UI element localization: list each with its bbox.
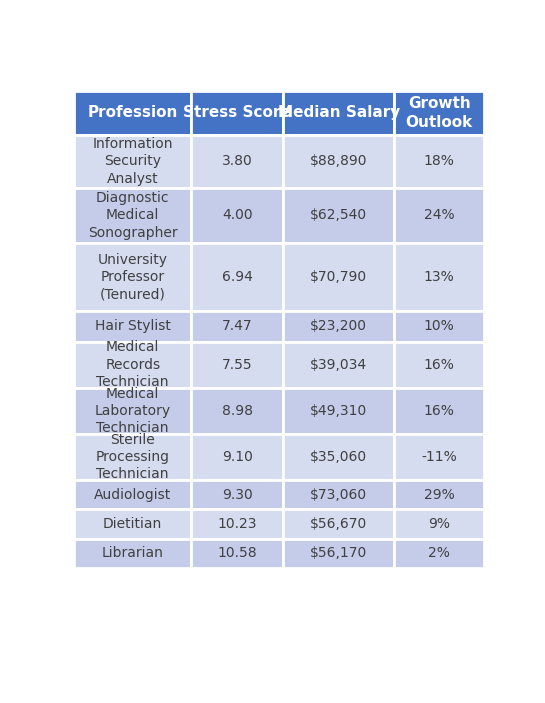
Text: Librarian: Librarian	[102, 546, 164, 560]
Bar	[74, 510, 191, 538]
Text: 3.80: 3.80	[222, 155, 253, 168]
Text: 24%: 24%	[424, 208, 455, 222]
Bar	[394, 188, 485, 243]
Text: Growth
Outlook: Growth Outlook	[405, 96, 473, 129]
Bar	[394, 388, 485, 434]
Text: Sterile
Processing
Technician: Sterile Processing Technician	[96, 433, 169, 482]
Bar	[283, 342, 394, 388]
Bar	[74, 311, 191, 342]
Bar	[74, 388, 191, 434]
Text: 18%: 18%	[424, 155, 455, 168]
Bar	[283, 388, 394, 434]
Bar	[283, 434, 394, 480]
Bar	[191, 243, 283, 311]
Text: University
Professor
(Tenured): University Professor (Tenured)	[98, 252, 168, 301]
Text: 13%: 13%	[424, 270, 455, 284]
Bar	[283, 91, 394, 135]
Bar	[283, 243, 394, 311]
Text: 10.23: 10.23	[217, 517, 257, 531]
Bar	[191, 135, 283, 188]
Bar	[283, 538, 394, 568]
Bar	[191, 342, 283, 388]
Text: 16%: 16%	[424, 358, 455, 372]
Bar	[191, 91, 283, 135]
Text: $70,790: $70,790	[310, 270, 367, 284]
Text: 16%: 16%	[424, 404, 455, 418]
Bar	[74, 480, 191, 510]
Text: 7.47: 7.47	[222, 319, 252, 333]
Bar	[283, 188, 394, 243]
Text: $49,310: $49,310	[310, 404, 367, 418]
Text: 4.00: 4.00	[222, 208, 252, 222]
Text: 9%: 9%	[428, 517, 450, 531]
Text: 7.55: 7.55	[222, 358, 252, 372]
Text: Median Salary: Median Salary	[277, 105, 400, 120]
Bar	[283, 480, 394, 510]
Bar	[191, 480, 283, 510]
Bar	[191, 434, 283, 480]
Text: $56,670: $56,670	[310, 517, 367, 531]
Text: 29%: 29%	[424, 488, 455, 502]
Text: 9.30: 9.30	[222, 488, 253, 502]
Text: $56,170: $56,170	[310, 546, 367, 560]
Bar	[283, 510, 394, 538]
Text: 10%: 10%	[424, 319, 455, 333]
Bar	[394, 243, 485, 311]
Bar	[394, 342, 485, 388]
Text: Diagnostic
Medical
Sonographer: Diagnostic Medical Sonographer	[88, 191, 178, 240]
Text: Medical
Laboratory
Technician: Medical Laboratory Technician	[95, 387, 171, 435]
Bar	[394, 538, 485, 568]
Text: Information
Security
Analyst: Information Security Analyst	[93, 137, 173, 186]
Bar	[74, 538, 191, 568]
Bar	[191, 510, 283, 538]
Text: $62,540: $62,540	[310, 208, 367, 222]
Text: 6.94: 6.94	[222, 270, 253, 284]
Bar	[283, 135, 394, 188]
Bar	[394, 480, 485, 510]
Bar	[74, 188, 191, 243]
Bar	[74, 135, 191, 188]
Bar	[191, 311, 283, 342]
Text: 8.98: 8.98	[222, 404, 253, 418]
Bar	[394, 311, 485, 342]
Text: 9.10: 9.10	[222, 450, 253, 464]
Text: $23,200: $23,200	[310, 319, 367, 333]
Bar	[74, 91, 191, 135]
Text: Audiologist: Audiologist	[94, 488, 171, 502]
Bar	[74, 342, 191, 388]
Bar	[74, 434, 191, 480]
Bar	[394, 91, 485, 135]
Text: $35,060: $35,060	[310, 450, 367, 464]
Bar	[191, 538, 283, 568]
Text: Stress Score: Stress Score	[184, 105, 291, 120]
Text: Profession: Profession	[88, 105, 178, 120]
Bar	[394, 135, 485, 188]
Text: $73,060: $73,060	[310, 488, 367, 502]
Text: $39,034: $39,034	[310, 358, 367, 372]
Text: -11%: -11%	[421, 450, 457, 464]
Bar	[191, 388, 283, 434]
Bar	[394, 434, 485, 480]
Bar	[74, 243, 191, 311]
Bar	[191, 188, 283, 243]
Bar	[283, 311, 394, 342]
Text: 10.58: 10.58	[217, 546, 257, 560]
Text: 2%: 2%	[428, 546, 450, 560]
Bar	[394, 510, 485, 538]
Text: Medical
Records
Technician: Medical Records Technician	[96, 340, 169, 389]
Text: Hair Stylist: Hair Stylist	[95, 319, 171, 333]
Text: $88,890: $88,890	[310, 155, 367, 168]
Text: Dietitian: Dietitian	[103, 517, 162, 531]
